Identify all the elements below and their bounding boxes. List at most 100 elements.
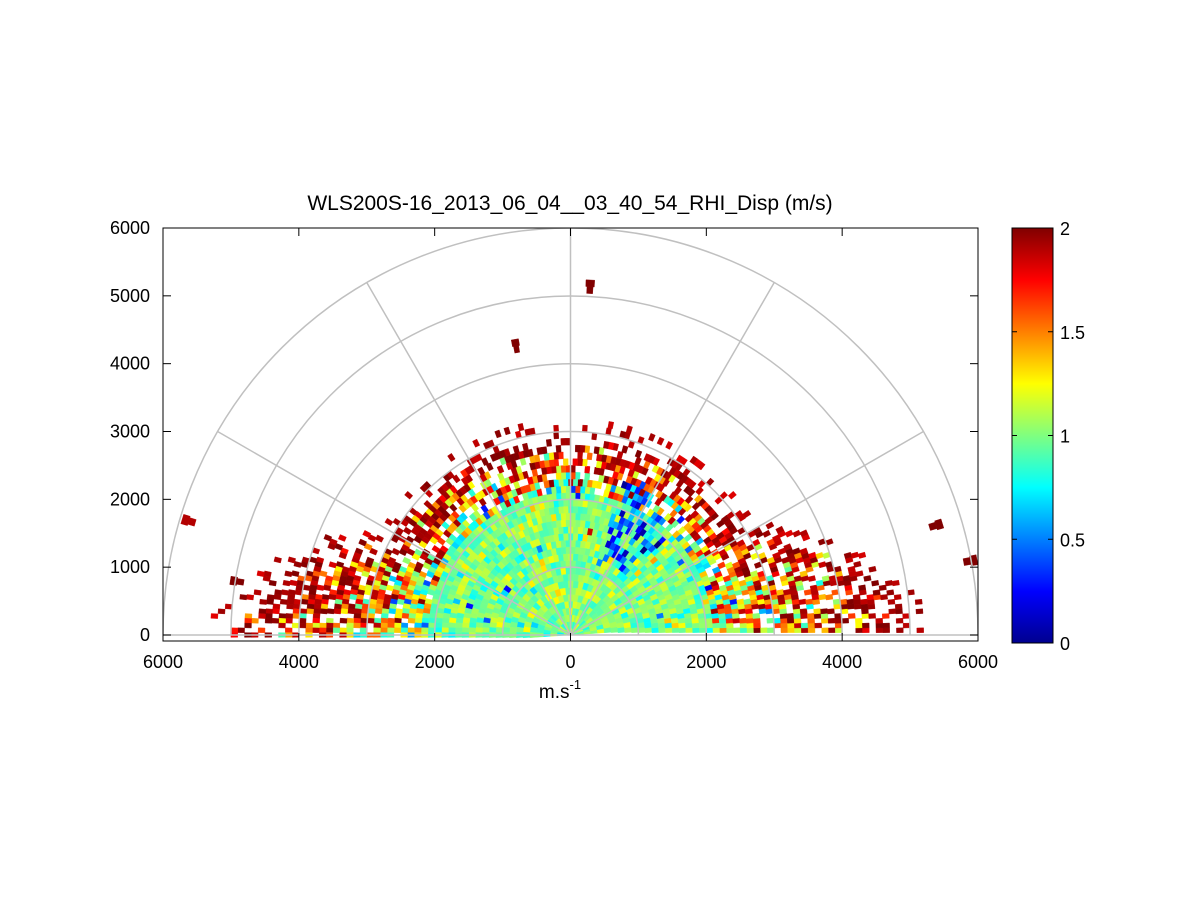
data-cell-1941 (803, 589, 812, 596)
data-cell-2152 (875, 618, 883, 624)
data-cell-325 (644, 627, 653, 633)
data-cell-1196 (414, 617, 423, 624)
data-cell-1114 (420, 627, 429, 633)
data-cell-2115 (279, 598, 288, 605)
data-cell-2155 (871, 580, 880, 587)
grid-spoke-5 (217, 430, 571, 636)
data-cell-894 (572, 499, 579, 507)
data-cell-2186 (891, 579, 900, 587)
data-cell-1869 (794, 627, 802, 633)
data-cell-1808 (727, 490, 737, 500)
data-cell-1275 (407, 627, 415, 633)
data-cell-1974 (799, 547, 809, 555)
data-cell-2034 (305, 622, 313, 629)
data-cell-658 (560, 519, 567, 528)
data-cell-729 (579, 513, 586, 521)
data-cell-1689 (767, 627, 775, 633)
data-cell-772 (691, 622, 700, 629)
data-cell-1260 (431, 545, 441, 554)
data-cell-2015 (827, 608, 835, 615)
y-tick-label-5: 5000 (110, 286, 150, 306)
data-cell-2166 (880, 594, 888, 601)
data-cell-854 (698, 622, 707, 629)
data-cell-1825 (369, 547, 378, 556)
data-cell-583 (581, 526, 589, 535)
data-cell-2103 (853, 603, 862, 610)
data-cell-1959 (325, 622, 334, 629)
data-cell-1962 (814, 622, 822, 629)
x-tick-label-3: 0 (565, 652, 575, 672)
data-cell-1030 (712, 627, 721, 633)
data-cell-1366 (736, 598, 745, 606)
data-cell-456 (579, 540, 586, 549)
data-cell-2169 (253, 589, 262, 596)
data-cell-487 (475, 627, 483, 633)
data-cell-169 (522, 626, 531, 633)
data-cell-1625 (749, 570, 759, 578)
y-tick-label-1: 1000 (110, 557, 150, 577)
data-cell-1862 (349, 593, 358, 601)
data-cell-1162 (543, 480, 550, 489)
data-cell-1074 (555, 485, 562, 494)
data-cell-1052 (671, 530, 681, 539)
data-cell-518 (577, 533, 584, 541)
data-cell-1484 (553, 452, 560, 460)
data-cell-1337 (458, 504, 467, 513)
data-cell-1819 (494, 429, 502, 439)
data-cell-2117 (278, 617, 286, 624)
data-cell-372 (489, 622, 497, 629)
data-cell-2201 (586, 286, 594, 294)
data-cell-550 (468, 622, 477, 629)
data-cells (180, 279, 978, 639)
data-cell-2191 (230, 627, 239, 633)
data-cell-2010 (312, 617, 320, 624)
data-cell-2134 (272, 608, 280, 615)
data-cell-2203 (513, 345, 520, 354)
data-cell-1447 (746, 622, 754, 629)
data-cell-730 (574, 512, 581, 521)
data-cell-1978 (328, 561, 337, 569)
y-tick-label-3: 3000 (110, 422, 150, 442)
data-cell-2096 (285, 613, 294, 619)
data-cell-1570 (579, 445, 586, 453)
data-cell-2061 (841, 617, 849, 624)
data-cell-1443 (394, 617, 402, 624)
y-tick-label-6: 6000 (110, 218, 150, 238)
data-cell-1837 (353, 617, 361, 624)
data-cell-278 (502, 626, 511, 633)
data-cell-1153 (586, 479, 593, 488)
data-cell-1744 (773, 617, 781, 624)
data-cell-1195 (414, 612, 423, 619)
data-cell-1657 (489, 453, 498, 462)
data-cell-2060 (298, 622, 307, 629)
data-cell-1362 (739, 622, 748, 629)
data-cell-1633 (720, 514, 730, 524)
data-cell-1975 (792, 529, 802, 538)
data-cell-1529 (752, 617, 761, 624)
data-cell-2165 (881, 613, 890, 619)
data-cell-1159 (557, 478, 564, 487)
data-cell-1411 (529, 462, 536, 471)
data-cell-1985 (319, 608, 328, 615)
data-cell-1987 (318, 627, 327, 633)
data-cell-1712 (553, 431, 560, 440)
data-cell-2033 (306, 608, 314, 615)
data-cell-1889 (362, 530, 372, 538)
data-cell-622 (678, 622, 686, 629)
data-cell-551 (468, 627, 476, 633)
data-cell-1866 (346, 622, 354, 629)
data-cell-619 (461, 627, 470, 633)
data-cell-553 (671, 627, 680, 633)
data-cell-1821 (447, 453, 456, 462)
data-cell-1800 (776, 589, 785, 596)
data-cell-2095 (286, 603, 294, 610)
data-cell-2159 (259, 598, 268, 605)
data-cell-2151 (875, 622, 884, 629)
data-cell-1686 (373, 622, 381, 629)
data-cell-1135 (677, 526, 687, 535)
data-cell-2124 (860, 603, 869, 610)
data-cell-2039 (834, 617, 843, 624)
data-cell-2038 (834, 622, 843, 629)
x-axis-label-exponent: -1 (570, 677, 582, 692)
colorbar-tick-label-2: 1 (1060, 427, 1070, 447)
